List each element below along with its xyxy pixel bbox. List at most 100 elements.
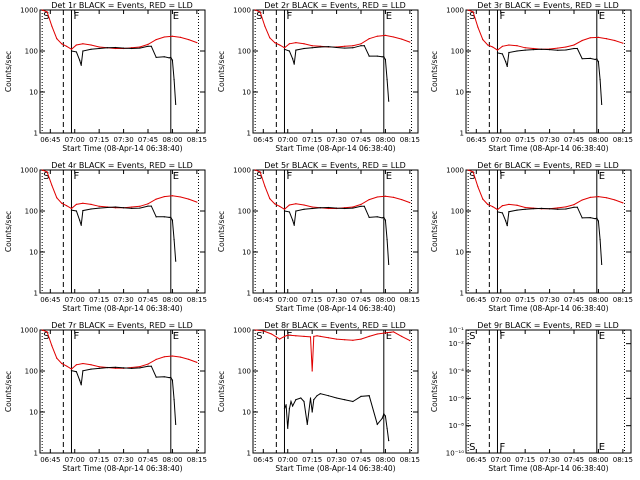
series-line-black	[497, 206, 603, 265]
y-tick-label: 1	[247, 450, 251, 458]
data-point	[147, 43, 149, 45]
data-point	[309, 397, 312, 399]
data-point	[171, 59, 174, 61]
data-point	[601, 103, 603, 105]
data-point	[363, 205, 365, 207]
y-axis-label: Counts/sec	[430, 211, 439, 252]
data-point	[524, 208, 526, 210]
data-point	[376, 35, 378, 37]
y-tick-label: 10⁻⁸	[449, 422, 465, 430]
time-marker-label: E	[386, 11, 392, 22]
data-point	[360, 338, 362, 340]
x-tick-label: 08:00	[162, 136, 182, 144]
x-tick-label: 08:00	[162, 296, 182, 304]
chart-panel: Det 2r BLACK = Events, RED = LLD 1 10 100 10…	[217, 1, 420, 153]
x-tick-label: 07:45	[138, 136, 158, 144]
data-point	[293, 224, 295, 226]
x-axis-label: Start Time (08-Apr-14 06:38:40)	[62, 464, 182, 473]
data-point	[557, 208, 559, 210]
y-tick-label: 1	[247, 290, 251, 298]
data-point	[311, 207, 313, 210]
data-point	[589, 217, 591, 219]
x-tick-label: 07:45	[351, 296, 371, 304]
x-tick-label: 08:00	[375, 456, 395, 464]
data-point	[303, 208, 305, 210]
data-point	[360, 395, 362, 398]
data-point	[327, 395, 330, 397]
series-line-black	[284, 205, 390, 265]
data-point	[557, 207, 559, 209]
x-tick-label: 07:45	[351, 136, 371, 144]
data-point	[171, 35, 174, 37]
data-point	[363, 45, 365, 47]
data-point	[327, 337, 330, 339]
time-marker-label: F	[286, 11, 292, 22]
data-point	[383, 413, 385, 415]
data-point	[501, 205, 503, 207]
x-tick-label: 06:45	[466, 456, 486, 464]
data-point	[388, 440, 390, 442]
data-point	[196, 42, 198, 44]
data-point	[79, 59, 81, 61]
data-point	[381, 417, 383, 419]
series-line-black	[497, 48, 603, 105]
data-point	[51, 345, 53, 347]
time-marker-label: F	[73, 331, 79, 342]
data-point	[292, 405, 294, 407]
time-marker-label: S	[256, 11, 262, 22]
data-point	[506, 225, 508, 227]
data-point	[288, 408, 290, 410]
data-point	[171, 355, 174, 357]
data-point	[589, 196, 591, 198]
data-point	[292, 219, 294, 221]
data-point	[70, 370, 73, 372]
chart-title: Det 8r BLACK = Events, RED = LLD	[264, 321, 406, 330]
data-point	[114, 366, 117, 368]
data-point	[368, 216, 370, 218]
data-point	[79, 219, 81, 221]
data-point	[516, 50, 518, 52]
data-point	[388, 100, 390, 102]
y-tick-label: 100	[451, 48, 464, 56]
data-point	[508, 51, 510, 54]
y-tick-label: 1	[34, 130, 38, 138]
data-point	[131, 206, 133, 208]
data-point	[589, 37, 591, 39]
data-point	[65, 45, 68, 47]
data-point	[287, 334, 289, 336]
data-point	[283, 408, 286, 410]
x-tick-label: 07:30	[539, 296, 559, 304]
data-point	[501, 45, 503, 47]
series-line-black	[284, 45, 390, 102]
plot-frame	[465, 169, 632, 294]
data-point	[295, 42, 297, 44]
data-point	[565, 208, 567, 210]
data-point	[82, 43, 84, 45]
data-point	[596, 58, 598, 60]
data-point	[614, 199, 616, 201]
data-point	[274, 42, 276, 44]
y-tick-label: 100	[238, 368, 251, 376]
data-point	[576, 47, 578, 50]
data-point	[283, 48, 286, 50]
data-point	[56, 357, 58, 359]
x-tick-label: 08:15	[187, 296, 207, 304]
data-point	[300, 397, 302, 399]
x-tick-label: 07:15	[89, 456, 109, 464]
x-tick-label: 08:15	[400, 296, 420, 304]
data-point	[557, 47, 559, 49]
data-point	[360, 203, 362, 205]
plot-frame	[465, 329, 632, 454]
chart-panel: Det 5r BLACK = Events, RED = LLD 1 10 100 10…	[217, 161, 420, 313]
y-tick-label: 10⁻⁶	[449, 395, 465, 403]
data-point	[188, 198, 190, 200]
data-point	[573, 47, 575, 50]
data-point	[311, 206, 313, 208]
data-point	[56, 197, 58, 199]
x-tick-label: 08:15	[187, 456, 207, 464]
data-point	[381, 56, 383, 58]
x-tick-label: 08:15	[613, 296, 633, 304]
data-point	[508, 44, 510, 46]
y-tick-label: 10	[242, 89, 251, 97]
y-axis-label: Counts/sec	[430, 51, 439, 92]
